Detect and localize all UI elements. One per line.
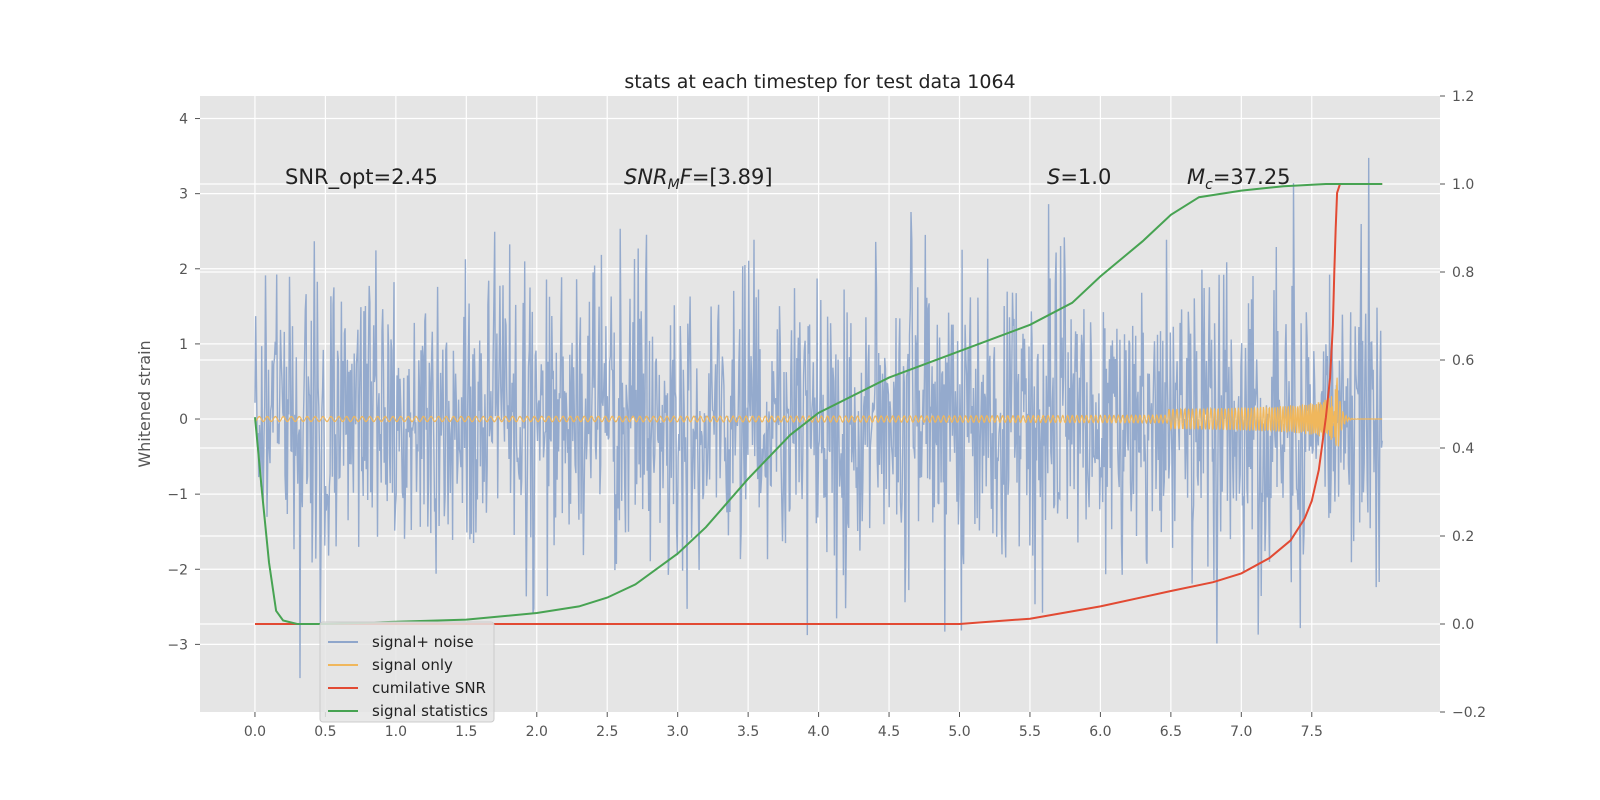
y-tick-label-right: 1.2: [1452, 89, 1474, 105]
legend-label: signal only: [372, 656, 453, 674]
legend-label: cumilative SNR: [372, 679, 486, 697]
y-tick-label-right: 0.8: [1452, 265, 1474, 281]
series-line-signal-statistics: [254, 183, 1383, 625]
x-axis: 0.0 0.5 1.0 1.5 2.0 2.5 3.0 3.5 4.0 4.5 5.0 5.5 6.0 6…: [244, 712, 1323, 740]
x-tick-label: 1.5: [455, 724, 477, 740]
y-tick-label-right: 0.0: [1452, 617, 1474, 633]
y-tick-label-left: 1: [179, 337, 188, 353]
y-axis-right: −0.2 0.0 0.2 0.4 0.6 0.8 1.0 1.2: [1440, 89, 1486, 721]
y-tick-label-left: 3: [179, 187, 188, 203]
series-layer: [254, 157, 1383, 679]
snr-mf-annotation: SNRMF=[3.89]: [624, 165, 773, 193]
y-tick-label-right: 0.2: [1452, 529, 1474, 545]
x-tick-label: 2.5: [596, 724, 618, 740]
chart-title: stats at each timestep for test data 106…: [624, 71, 1015, 93]
y-tick-label-left: −1: [167, 487, 188, 503]
legend-box: [319, 621, 495, 723]
y-tick-label-right: 0.6: [1452, 353, 1474, 369]
x-tick-label: 3.5: [737, 724, 759, 740]
series-line-signal-only: [255, 377, 1383, 447]
x-tick-label: 0.5: [314, 724, 336, 740]
y-axis-left: −3 −2 −1 0 1 2 3 4: [167, 112, 200, 653]
y-axis-label: Whitened strain: [135, 340, 154, 467]
y-tick-label-right: −0.2: [1452, 705, 1486, 721]
x-tick-label: 6.0: [1089, 724, 1111, 740]
y-tick-label-left: 2: [179, 262, 188, 278]
x-tick-label: 4.0: [807, 724, 829, 740]
x-tick-label: 1.0: [385, 724, 407, 740]
x-tick-label: 0.0: [244, 724, 266, 740]
series-line-cumilative-snr: [255, 183, 1383, 625]
mc-annotation: Mc=37.25: [1187, 165, 1291, 193]
s-annotation: S=1.0: [1047, 165, 1111, 189]
x-tick-label: 2.0: [526, 724, 548, 740]
legend-label: signal+ noise: [372, 633, 474, 651]
x-tick-label: 3.0: [667, 724, 689, 740]
y-tick-label-left: 0: [179, 412, 188, 428]
x-tick-label: 6.5: [1160, 724, 1182, 740]
x-tick-label: 7.0: [1230, 724, 1252, 740]
y-tick-label-right: 0.4: [1452, 441, 1474, 457]
x-tick-label: 7.5: [1301, 724, 1323, 740]
legend-label: signal statistics: [372, 702, 488, 720]
y-tick-label-left: 4: [179, 112, 188, 128]
x-tick-label: 4.5: [878, 724, 900, 740]
annotations: SNR_opt=2.45 SNRMF=[3.89] S=1.0 Mc=37.25: [285, 165, 1291, 193]
y-tick-label-left: −3: [167, 637, 188, 653]
x-tick-label: 5.0: [948, 724, 970, 740]
legend: signal+ noise signal only cumilative SNR si…: [319, 621, 495, 723]
x-tick-label: 5.5: [1019, 724, 1041, 740]
snr-opt-annotation: SNR_opt=2.45: [285, 165, 438, 190]
series-line-signal-noise: [254, 157, 1383, 679]
y-tick-label-right: 1.0: [1452, 177, 1474, 193]
y-tick-label-left: −2: [167, 562, 188, 578]
